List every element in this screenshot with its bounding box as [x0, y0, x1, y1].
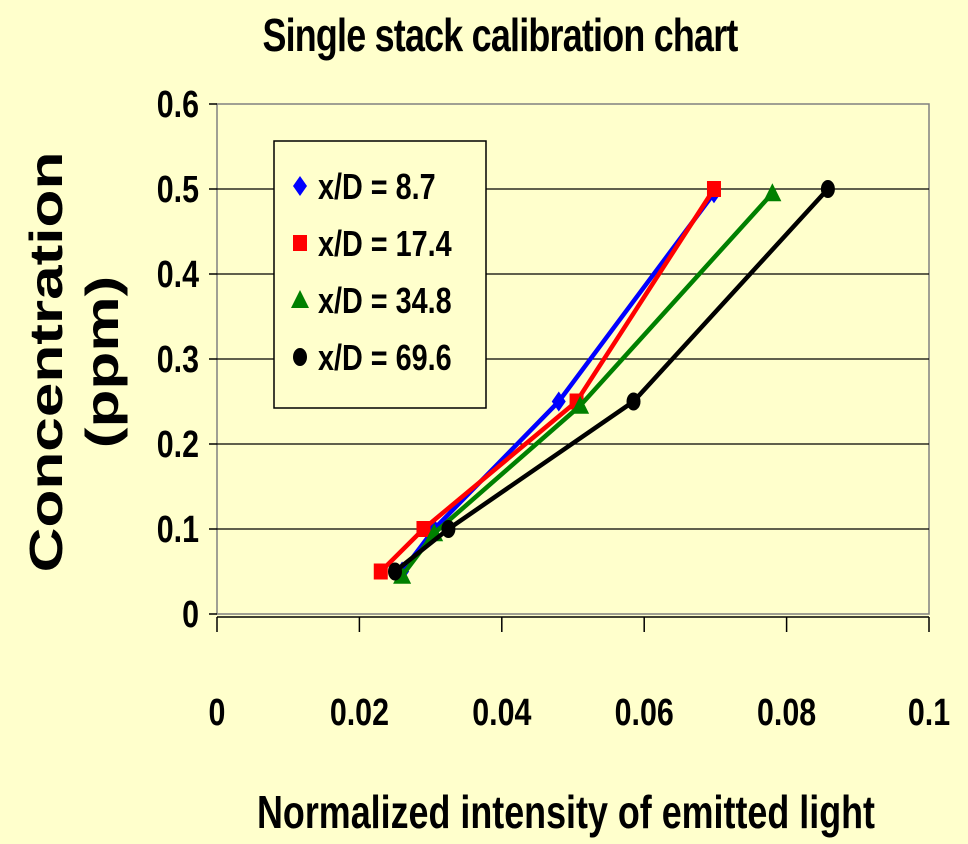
y-axis-title-line1: Concentration	[21, 152, 72, 573]
data-point	[571, 395, 590, 414]
legend-marker	[291, 290, 309, 308]
x-tick-label: 0.06	[615, 692, 674, 734]
x-tick-label: 0.02	[330, 692, 389, 734]
y-tick-label: 0	[182, 594, 199, 636]
series-layer	[373, 180, 835, 584]
x-axis-title: Normalized intensity of emitted light	[257, 787, 875, 838]
y-axis-title-line2: (ppm)	[77, 276, 128, 448]
legend: x/D = 8.7 x/D = 17.4 x/D = 34.8 x/D = 69.6	[273, 140, 487, 409]
data-point	[373, 563, 388, 580]
data-point	[551, 391, 566, 412]
data-point	[416, 521, 431, 537]
data-point	[388, 562, 402, 581]
legend-label: x/D = 8.7	[318, 166, 436, 207]
data-point	[706, 181, 721, 197]
legend-label: x/D = 34.8	[318, 280, 452, 321]
legend-marker	[293, 176, 307, 196]
data-point	[441, 520, 456, 538]
data-point	[626, 392, 641, 411]
chart-title: Single stack calibration chart	[262, 9, 738, 61]
legend-label: x/D = 69.6	[318, 337, 452, 378]
x-tick-label: 0.1	[908, 692, 950, 734]
data-point	[820, 180, 835, 198]
legend-marker	[293, 348, 307, 366]
x-tick-label: 0.08	[757, 692, 816, 734]
y-tick-label: 0.1	[157, 509, 199, 551]
x-tick-label: 0	[209, 692, 226, 734]
series-line	[393, 187, 830, 574]
axis-layer: 0 0.1 0.2 0.3 0.4 0.5 0.6 0 0.02 0.04 0.06 0.08 0.1	[157, 84, 950, 734]
y-tick-label: 0.5	[157, 169, 199, 211]
legend-label: x/D = 17.4	[318, 223, 452, 264]
series-line	[379, 187, 716, 574]
legend-box	[273, 140, 487, 409]
y-tick-label: 0.3	[157, 339, 199, 381]
x-tick-label: 0.04	[472, 692, 531, 734]
legend-marker	[293, 235, 307, 251]
data-point	[763, 183, 782, 202]
y-tick-label: 0.4	[157, 254, 199, 296]
y-tick-label: 0.6	[157, 84, 199, 126]
y-tick-label: 0.2	[157, 424, 199, 466]
